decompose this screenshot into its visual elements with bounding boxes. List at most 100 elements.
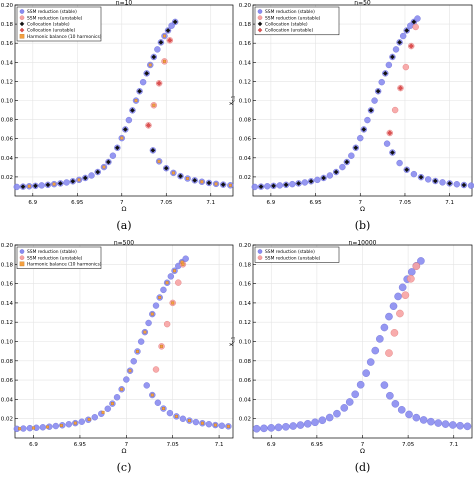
data-point [152,103,156,107]
y-tick-label: 0.06 [239,378,252,384]
data-point [361,127,367,132]
data-point [52,182,56,186]
data-point [391,400,400,408]
y-tick-label: 0.04 [1,156,14,162]
x-tick-label: 7.1 [449,442,458,448]
chart-panel-b: 6.9 6.95 7 7.05 7.1 0.02 0.04 0.06 0.08 0.10 0.12 0… [228,0,474,232]
legend-label: Collocation (stable) [27,22,70,28]
data-point [102,165,106,169]
data-point [120,387,124,391]
y-tick-label: 0.18 [239,262,252,268]
data-point [110,402,114,406]
x-tick-label: 6.9 [28,200,37,206]
y-tick-label: 0.02 [1,417,13,423]
data-point [417,257,425,265]
legend-label: Harmonic balance (10 harmonics) [27,34,102,40]
data-point [394,292,402,301]
data-point [82,175,88,181]
data-point [385,349,393,357]
x-tick-label: 6.95 [311,442,324,448]
data-point [130,107,135,113]
data-point [303,420,312,428]
legend-box [16,246,102,269]
data-point [163,165,169,171]
data-point [397,39,403,45]
data-point [122,127,128,132]
data-point [267,424,276,432]
data-point [18,427,22,431]
data-point [101,410,105,414]
series-0 [251,15,474,191]
data-point [145,319,152,327]
data-point [389,302,398,310]
series-2 [258,19,467,190]
data-point [414,15,421,22]
data-point [382,70,388,76]
data-point [171,171,175,175]
legend-label: Harmonic balance (10 harmonics) [27,262,102,268]
x-tick-label: 6.95 [74,442,87,448]
legend-marker [19,261,25,267]
x-tick-label: 7.05 [399,200,412,206]
data-point [137,338,145,345]
data-point [380,323,389,332]
y-tick-label: 0.20 [1,3,14,9]
data-point [63,179,70,186]
legend-marker [19,21,25,27]
legend-marker [257,255,263,261]
data-point [200,421,204,425]
legend-box [16,6,102,42]
data-point [397,406,406,414]
legend-marker [19,255,25,261]
y-tick-label: 0.10 [1,340,14,346]
data-point [392,46,400,53]
y-tick-label: 0.12 [1,320,13,326]
data-point [165,281,169,285]
data-point [161,407,165,411]
y-tick-label: 0.06 [239,137,252,143]
y-tick-label: 0.04 [239,397,252,403]
y-tick-label: 0.12 [239,79,251,85]
legend-marker [19,34,25,39]
data-point [175,279,182,286]
y-tick-label: 0.10 [239,340,252,346]
legend-label: SSM reduction (unstable) [265,15,321,21]
data-point [70,178,76,184]
chart-title: n=50 [354,0,371,7]
data-point [311,418,319,427]
legend-label: SSM reduction (unstable) [27,255,83,261]
data-point [174,414,178,418]
series-0 [13,255,232,433]
legend-box [254,6,340,36]
data-point [136,349,139,353]
data-point [344,159,350,165]
legend-marker [19,249,25,254]
y-tick-label: 0.06 [1,137,14,143]
y-axis-label: xc,1 [228,336,236,346]
y-tick-label: 0.02 [239,175,251,181]
chart-panel-c: 6.9 6.95 7 7.05 7.1 0.02 0.04 0.06 0.08 0.10 0.12 0… [1,240,234,474]
data-point [408,43,414,49]
data-point [439,179,446,186]
data-point [371,346,380,355]
x-tick-label: 7.05 [160,200,173,206]
data-point [274,423,283,432]
data-point [130,358,137,365]
data-point [157,159,161,163]
data-point [160,344,164,348]
data-point [109,152,117,159]
y-tick-label: 0.18 [239,22,252,28]
data-point [46,425,49,429]
y-tick-label: 0.20 [1,243,14,249]
data-point [150,147,156,153]
data-point [391,106,399,114]
x-tick-label: 6.95 [71,200,84,206]
legend-marker [19,15,25,21]
data-point [218,422,226,429]
data-point [398,283,407,292]
series-3 [146,37,173,128]
data-point [226,424,230,428]
data-point [390,150,395,155]
y-tick-label: 0.14 [1,60,14,66]
